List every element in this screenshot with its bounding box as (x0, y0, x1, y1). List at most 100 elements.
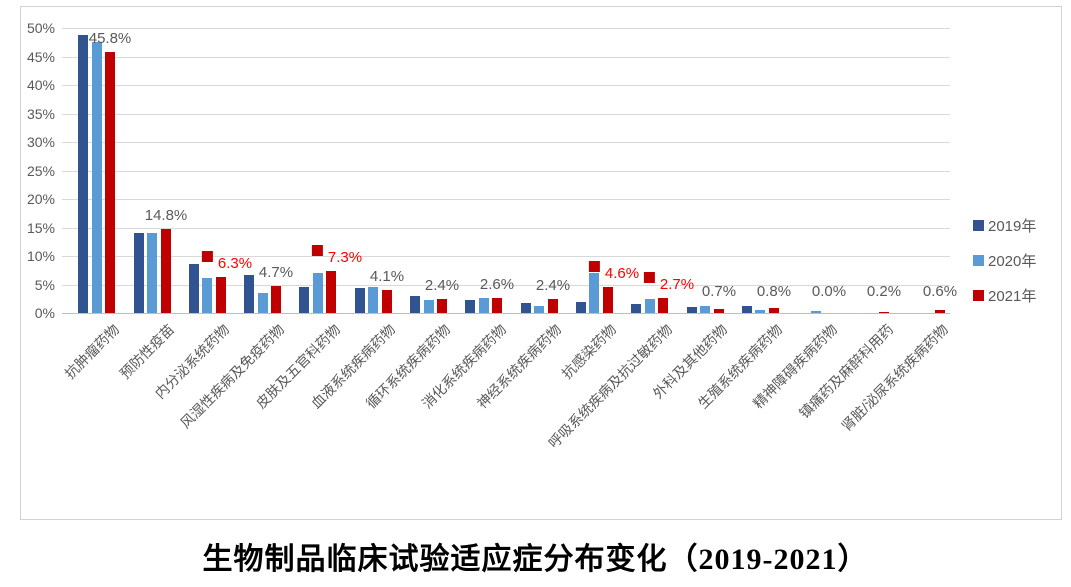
bar-2020年-9 (534, 306, 544, 313)
y-axis-tick-label: 5% (34, 277, 55, 293)
bar-2021年-10 (603, 287, 613, 313)
gridline (62, 57, 950, 58)
data-label-2021: 0.6% (922, 283, 958, 300)
legend-swatch-2019年 (973, 220, 984, 231)
y-axis-tick-label: 45% (26, 49, 55, 65)
y-axis-tick-label: 40% (26, 77, 55, 93)
highlight-square-marker (643, 272, 655, 283)
bar-2019年-3 (189, 264, 199, 313)
bar-2021年-15 (879, 312, 889, 313)
x-axis-category-label: 镇痛药及麻醉科用药 (795, 321, 897, 422)
bar-2019年-12 (687, 307, 697, 313)
x-axis-category-label: 抗肿瘤药物 (61, 321, 122, 382)
y-axis-tick-label: 20% (26, 191, 55, 207)
bar-2020年-2 (147, 233, 157, 313)
bar-2021年-13 (769, 308, 779, 313)
bar-2020年-3 (202, 278, 212, 313)
y-axis-tick-label: 30% (26, 134, 55, 150)
data-label-2021: 4.6% (588, 261, 639, 282)
bar-2020年-14 (811, 311, 821, 313)
data-label-2021: 2.4% (424, 277, 460, 294)
legend-label: 2021年 (988, 288, 1037, 305)
bar-2021年-1 (105, 52, 115, 313)
bar-2021年-7 (437, 299, 447, 313)
gridline (62, 28, 950, 29)
data-label-2021: 4.1% (369, 268, 405, 285)
bar-2019年-5 (299, 287, 309, 313)
x-axis-category-label: 风湿性疾病及免疫药物 (177, 321, 288, 432)
bar-2019年-11 (631, 304, 641, 313)
bar-2020年-4 (258, 293, 268, 313)
chart-title: 生物制品临床试验适应症分布变化（2019-2021） (202, 543, 869, 576)
data-label-2021: 0.0% (811, 283, 847, 300)
y-axis-tick-label: 10% (26, 248, 55, 264)
bar-2021年-2 (161, 229, 171, 313)
bar-2019年-10 (576, 302, 586, 313)
bar-2020年-6 (368, 287, 378, 313)
y-axis-tick-label: 35% (26, 106, 55, 122)
bar-2019年-8 (465, 300, 475, 313)
bar-2019年-6 (355, 288, 365, 313)
legend-item-2020年: 2020年 (973, 250, 1036, 271)
gridline (62, 228, 950, 229)
data-label-2021: 0.8% (756, 283, 792, 300)
highlight-square-marker (311, 245, 323, 256)
gridline (62, 256, 950, 257)
legend-swatch-2021年 (973, 290, 984, 301)
data-label-2021: 2.7% (643, 272, 694, 293)
bar-2020年-8 (479, 298, 489, 313)
x-axis-line (62, 313, 950, 314)
bar-2019年-7 (410, 296, 420, 313)
gridline (62, 85, 950, 86)
gridline (62, 142, 950, 143)
bar-2021年-5 (326, 271, 336, 313)
data-label-2021: 14.8% (144, 207, 188, 224)
data-label-2021: 6.3% (201, 251, 252, 272)
gridline (62, 171, 950, 172)
bar-2019年-9 (521, 303, 531, 313)
bar-2021年-8 (492, 298, 502, 313)
plot-area: 0% 5% 10% 15% 20% 25% 30% 35% 40% 45% 50% 45.8% 抗肿瘤药… (21, 7, 1061, 519)
y-axis-tick-label: 25% (26, 163, 55, 179)
highlight-square-marker (588, 261, 600, 272)
bar-2020年-12 (700, 306, 710, 313)
y-axis-tick-label: 50% (26, 20, 55, 36)
y-axis-tick-label: 15% (26, 220, 55, 236)
data-label-2021: 2.4% (535, 277, 571, 294)
data-label-2021: 7.3% (311, 245, 362, 266)
data-label-2021: 2.6% (479, 276, 515, 293)
data-label-2021: 0.7% (701, 283, 737, 300)
legend-item-2019年: 2019年 (973, 215, 1036, 236)
data-label-2021: 4.7% (258, 264, 294, 281)
highlight-square-marker (201, 251, 213, 262)
bar-2019年-13 (742, 306, 752, 313)
bar-2021年-11 (658, 298, 668, 313)
chart-frame: 0% 5% 10% 15% 20% 25% 30% 35% 40% 45% 50% 45.8% 抗肿瘤药… (20, 6, 1062, 520)
bar-2019年-2 (134, 233, 144, 313)
legend-label: 2019年 (988, 218, 1037, 235)
bar-2021年-12 (714, 309, 724, 313)
bar-2021年-3 (216, 277, 226, 313)
gridline (62, 285, 950, 286)
bar-2021年-9 (548, 299, 558, 313)
bar-2019年-4 (244, 275, 254, 313)
bar-2020年-11 (645, 299, 655, 313)
gridline (62, 199, 950, 200)
bar-2020年-13 (755, 310, 765, 313)
data-label-2021: 0.2% (866, 283, 902, 300)
legend-item-2021年: 2021年 (973, 285, 1036, 306)
bar-2020年-1 (92, 42, 102, 313)
bar-2020年-10 (589, 273, 599, 313)
data-label-2021: 45.8% (88, 30, 132, 47)
legend-swatch-2020年 (973, 255, 984, 266)
x-axis-category-label: 肾脏/泌尿系统疾病药物 (838, 321, 952, 435)
gridline (62, 114, 950, 115)
bar-2020年-5 (313, 273, 323, 313)
bar-2020年-7 (424, 300, 434, 313)
y-axis-tick-label: 0% (34, 305, 55, 321)
bar-2021年-16 (935, 310, 945, 313)
bar-2021年-6 (382, 290, 392, 313)
bar-2021年-4 (271, 286, 281, 313)
legend-label: 2020年 (988, 253, 1037, 270)
bar-2019年-1 (78, 35, 88, 313)
